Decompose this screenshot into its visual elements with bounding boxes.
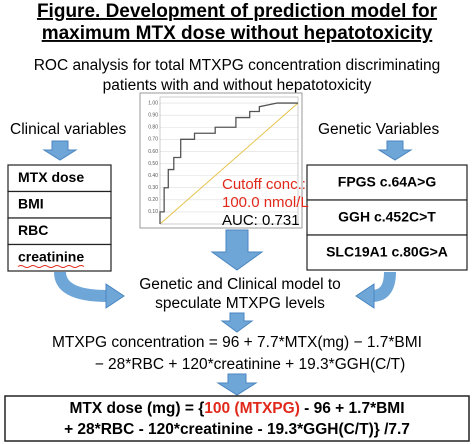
variable-label: SLC19A1 c.80G>A	[326, 244, 448, 260]
y-tick-label: 0.30	[148, 185, 158, 191]
result-box	[4, 395, 470, 442]
y-tick-label: 0.10	[148, 209, 158, 215]
result-text: - 96 + 1.7*BMI	[300, 400, 405, 417]
y-tick-label: 0.50	[148, 161, 158, 167]
variable-label: RBC	[18, 222, 48, 238]
curved-arrow	[54, 271, 109, 302]
annotation: 100.0 nmol/L	[222, 194, 309, 211]
subtitle-line: patients with and without hepatotoxicity	[103, 77, 372, 94]
model-line: speculate MTXPG levels	[155, 295, 325, 312]
y-tick-label: 0.80	[148, 125, 158, 131]
variable-box	[7, 164, 112, 193]
arrow	[377, 140, 413, 161]
y-tick-label: 1.00	[148, 100, 158, 106]
genetic-boxes: FPGS c.64A>G GGH c.452C>T SLC19A1 c.80G>A	[306, 164, 468, 271]
annotation: AUC: 0.731	[222, 212, 300, 229]
arrow	[216, 373, 258, 396]
roc-curve	[159, 102, 298, 224]
arrow	[220, 312, 254, 333]
y-tick-label: 0.70	[148, 137, 158, 143]
variable-label: FPGS c.64A>G	[338, 174, 437, 190]
variable-box	[306, 199, 468, 236]
clinical-boxes: MTX dose BMI RBC creatinine	[7, 164, 112, 272]
reference-line	[159, 102, 299, 225]
variable-label: GGH c.452C>T	[338, 209, 436, 225]
arrow	[210, 229, 264, 271]
arrow	[42, 140, 78, 161]
arrow-head	[105, 283, 125, 309]
variable-box	[306, 234, 468, 271]
subtitle-line: ROC analysis for total MTXPG concentrati…	[34, 57, 441, 74]
y-tick-label: 0.60	[148, 149, 158, 155]
title-line: Figure. Development of prediction model …	[37, 1, 438, 22]
variable-box	[7, 190, 112, 219]
result-highlight: 100 (MTXPG)	[204, 400, 300, 417]
variable-label: MTX dose	[18, 169, 84, 185]
result-line: MTX dose (mg) = {100 (MTXPG) - 96 + 1.7*…	[69, 400, 404, 417]
chart-frame	[139, 92, 303, 229]
clinical-heading: Clinical variables	[10, 121, 127, 138]
genetic-heading: Genetic Variables	[318, 121, 439, 138]
title-line: maximum MTX dose without hepatotoxicity	[42, 23, 433, 44]
y-tick-label: 0.90	[148, 112, 158, 118]
roc-chart: 0.10 0.20 0.30 0.40 0.50 0.60 0.70 0.80 0.90 1.00	[148, 96, 299, 225]
equation-line: − 28*RBC + 120*creatinine + 19.3*GGH(C/T…	[95, 356, 406, 373]
variable-box	[306, 164, 468, 201]
y-tick-label: 0.40	[148, 173, 158, 179]
spell-underline	[17, 265, 85, 268]
arrow-head	[355, 283, 375, 309]
curved-arrow	[371, 271, 396, 302]
plot-area	[159, 96, 299, 225]
annotation: Cutoff conc.:	[222, 176, 306, 193]
result-text: MTX dose (mg) = {	[69, 400, 204, 417]
y-tick-label: 0.20	[148, 197, 158, 203]
variable-label: BMI	[18, 196, 44, 212]
variable-label: creatinine	[18, 249, 84, 265]
equation-line: MTXPG concentration = 96 + 7.7*MTX(mg) −…	[52, 334, 422, 351]
model-line: Genetic and Clinical model to	[139, 276, 341, 293]
result-line: + 28*RBC - 120*creatinine - 19.3*GGH(C/T…	[64, 421, 410, 438]
